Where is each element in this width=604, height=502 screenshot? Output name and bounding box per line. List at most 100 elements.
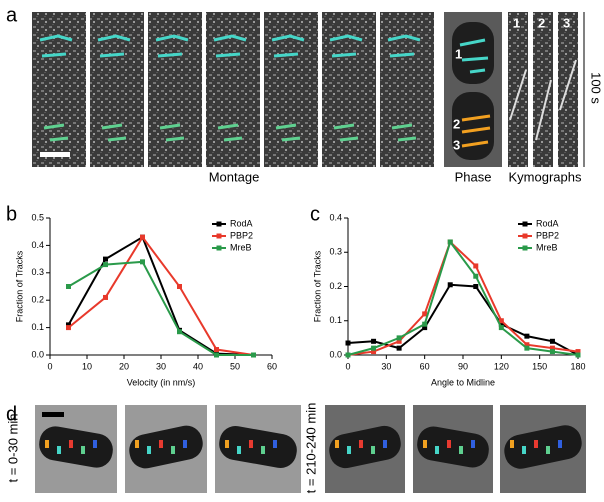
x-tick-label: 10: [82, 361, 92, 371]
marker: [103, 262, 108, 268]
marker: [524, 345, 530, 351]
x-tick-label: 0: [47, 361, 52, 371]
montage-label: Montage: [209, 169, 260, 184]
track: [435, 446, 439, 454]
y-tick-label: 0.3: [31, 267, 44, 277]
line: [67, 260, 254, 356]
cell: [329, 425, 401, 469]
marker: [103, 256, 108, 262]
marker: [575, 352, 581, 358]
track: [171, 446, 175, 454]
cell: [129, 425, 203, 469]
marker: [214, 352, 219, 358]
line: [67, 235, 254, 356]
marker: [498, 318, 504, 324]
marker: [396, 345, 402, 351]
track: [534, 440, 538, 448]
x-tick-label: 40: [193, 361, 203, 371]
track: [213, 34, 247, 58]
marker: [177, 284, 182, 289]
legend-label: PBP2: [536, 230, 559, 240]
track: [546, 446, 550, 454]
y-tick-label: 0.2: [329, 281, 342, 291]
legend-marker: [522, 233, 528, 239]
marker: [396, 338, 402, 344]
phase-label: Phase: [455, 169, 492, 184]
x-tick-label: 120: [494, 361, 509, 371]
legend-label: MreB: [230, 242, 252, 252]
marker: [473, 284, 479, 289]
marker: [140, 259, 145, 265]
kymographs-label: Kymographs: [509, 169, 582, 184]
track: [69, 440, 73, 448]
track: [347, 446, 351, 454]
marker: [447, 239, 453, 245]
track: [217, 123, 243, 142]
panel-label: a: [6, 4, 18, 26]
track-number: 3: [453, 137, 460, 152]
track: [57, 446, 61, 454]
marker: [549, 349, 555, 355]
marker: [473, 273, 479, 279]
track: [423, 440, 427, 448]
track: [261, 446, 265, 454]
y-axis-label: Fraction of Tracks: [14, 250, 24, 322]
marker: [66, 325, 71, 331]
track: [225, 440, 229, 448]
track: [333, 123, 359, 142]
cell: [417, 426, 489, 468]
track: [43, 123, 69, 142]
marker: [371, 349, 377, 355]
legend-label: PBP2: [230, 230, 253, 240]
track: [471, 440, 475, 448]
track: [383, 440, 387, 448]
marker: [549, 345, 555, 351]
marker: [251, 352, 256, 358]
legend-marker: [216, 245, 222, 251]
marker: [214, 347, 219, 353]
y-tick-label: 0.1: [329, 315, 342, 325]
track: [335, 440, 339, 448]
legend-marker: [522, 221, 528, 227]
track: [329, 34, 363, 58]
track: [183, 440, 187, 448]
y-tick-label: 0.4: [329, 212, 342, 222]
line: [347, 283, 579, 356]
track: [45, 440, 49, 448]
track: [522, 446, 526, 454]
track: [459, 446, 463, 454]
marker: [422, 311, 428, 317]
legend-marker: [216, 221, 222, 227]
kymo-streak: [509, 59, 577, 141]
x-tick-label: 180: [570, 361, 585, 371]
legend-marker: [522, 245, 528, 251]
kymograph: [533, 12, 553, 167]
montage: [32, 12, 434, 167]
cell-images: [35, 405, 586, 493]
track-number: 2: [453, 116, 460, 131]
scale-bar: [42, 412, 64, 417]
marker: [498, 325, 504, 331]
line: [347, 240, 579, 356]
track: [155, 34, 189, 58]
track: [387, 34, 421, 58]
y-tick-label: 0.4: [31, 240, 44, 250]
kymo-number: 3: [563, 15, 570, 30]
marker: [524, 342, 530, 348]
marker: [524, 333, 530, 339]
cell: [452, 22, 494, 84]
x-tick-label: 30: [381, 361, 391, 371]
marker: [103, 294, 108, 300]
panel-label: d: [6, 403, 17, 425]
marker: [371, 345, 377, 351]
track: [159, 440, 163, 448]
track: [159, 123, 185, 142]
kymograph: [558, 12, 578, 167]
track: [147, 446, 151, 454]
x-axis-label: Velocity (in nm/s): [127, 377, 196, 387]
track: [510, 440, 514, 448]
marker: [140, 234, 145, 240]
y-tick-label: 0.0: [329, 349, 342, 359]
track-number: 1: [455, 46, 462, 61]
track: [81, 446, 85, 454]
